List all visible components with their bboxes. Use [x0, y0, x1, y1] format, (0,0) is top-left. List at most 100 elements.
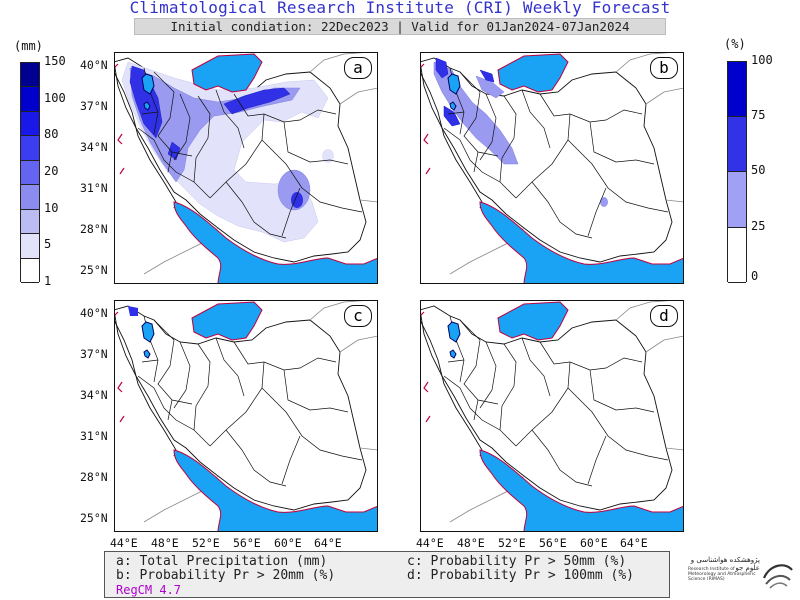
- persian-gulf: [479, 201, 684, 284]
- latitude-label: 31°N: [80, 181, 108, 195]
- logo-swirl-icon: [762, 564, 793, 589]
- lake-urmia: [143, 349, 151, 359]
- latitude-label: 37°N: [80, 347, 108, 361]
- legend-color-swatch: [728, 172, 746, 228]
- caspian-sea: [497, 53, 569, 93]
- caspian-sea: [497, 301, 569, 341]
- neighbor-borders: [449, 52, 684, 275]
- legend-color-swatch: [21, 185, 39, 210]
- prob20-area-southeast: [600, 197, 608, 207]
- western-border: [420, 71, 483, 209]
- prob-legend: [727, 61, 747, 283]
- legend-color-swatch: [21, 111, 39, 137]
- province-boundaries: [137, 67, 363, 239]
- longitude-label: 60°E: [274, 536, 302, 550]
- map-frame: [114, 300, 378, 532]
- legend-tick-label: 100: [751, 53, 773, 67]
- legend-color-swatch: [21, 136, 39, 161]
- map-panel-a: a: [114, 52, 378, 284]
- latitude-label: 40°N: [80, 306, 108, 320]
- prob20-area-high: [435, 57, 495, 127]
- legend-color-swatch: [728, 117, 746, 172]
- persian-gulf: [173, 201, 378, 284]
- legend-tick-label: 5: [44, 237, 52, 252]
- model-version: RegCM 4.7: [116, 583, 182, 597]
- legend-color-swatch: [728, 228, 746, 283]
- longitude-label: 56°E: [233, 536, 261, 550]
- logo-title: پژوهشکده هواشناسی و علوم جو: [690, 556, 760, 572]
- legend-color-swatch: [21, 258, 39, 283]
- caption-box: a: Total Precipitation (mm) b: Probabili…: [104, 551, 670, 598]
- caption-c: c: Probability Pr > 50mm (%): [407, 554, 627, 569]
- latitude-label: 25°N: [80, 511, 108, 525]
- legend-color-swatch: [21, 63, 39, 88]
- province-boundaries: [443, 315, 669, 487]
- longitude-label: 56°E: [539, 536, 567, 550]
- province-boundaries: [443, 67, 669, 239]
- prob-legend-unit: (%): [724, 37, 746, 51]
- latitude-label: 28°N: [80, 470, 108, 484]
- latitude-label: 25°N: [80, 263, 108, 277]
- longitude-label: 60°E: [580, 536, 608, 550]
- map-b-canvas: [420, 52, 684, 284]
- legend-tick-label: 20: [44, 164, 59, 178]
- lake-urmia: [447, 73, 461, 95]
- caption-b: b: Probability Pr > 20mm (%): [116, 568, 336, 583]
- lake-urmia: [449, 349, 457, 359]
- map-frame: [420, 52, 684, 284]
- caption-d: d: Probability Pr > 100mm (%): [407, 568, 634, 583]
- prob50-area-high: [128, 306, 138, 316]
- latitude-label: 28°N: [80, 222, 108, 236]
- legend-tick-label: 10: [44, 200, 59, 215]
- longitude-label: 52°E: [192, 536, 220, 550]
- map-d-canvas: [420, 300, 684, 532]
- western-border: [420, 319, 483, 457]
- iran-outline: [420, 57, 673, 263]
- longitude-label: 48°E: [457, 536, 485, 550]
- lake-urmia: [141, 73, 155, 95]
- province-boundaries: [137, 315, 363, 487]
- precip-legend-unit: (mm): [14, 39, 43, 53]
- longitude-label: 44°E: [110, 536, 138, 550]
- logo-subtitle: Research Institute of Meteorology and At…: [688, 567, 756, 582]
- legend-color-swatch: [21, 209, 39, 235]
- neighbor-borders: [449, 300, 684, 523]
- map-c-canvas: [114, 300, 378, 532]
- longitude-label: 48°E: [151, 536, 179, 550]
- map-frame: [420, 300, 684, 532]
- lake-urmia: [143, 101, 151, 111]
- precip-area-southeast-core: [291, 192, 303, 208]
- neighbor-borders: [143, 52, 378, 275]
- legend-tick-label: 1: [44, 274, 52, 288]
- latitude-label: 37°N: [80, 99, 108, 113]
- longitude-label: 52°E: [498, 536, 526, 550]
- legend-color-swatch: [21, 160, 39, 186]
- legend-tick-label: 0: [751, 269, 759, 283]
- legend-tick-label: 50: [751, 163, 766, 177]
- panel-letter-a: a: [344, 57, 372, 79]
- subtitle-box: Initial condiation: 22Dec2023 | Valid fo…: [134, 18, 666, 35]
- map-title: Climatological Research Institute (CRI) …: [129, 0, 671, 17]
- precip-area-east: [322, 149, 334, 163]
- latitude-label: 31°N: [80, 429, 108, 443]
- longitude-label: 44°E: [416, 536, 444, 550]
- panel-letter-c: c: [344, 305, 372, 327]
- panel-letter-d: d: [650, 305, 678, 327]
- legend-tick-label: 150: [44, 54, 66, 68]
- forecast-validity: Initial condiation: 22Dec2023 | Valid fo…: [170, 19, 630, 34]
- lake-urmia: [449, 101, 457, 111]
- legend-tick-label: 75: [751, 108, 766, 122]
- legend-tick-label: 100: [44, 90, 66, 105]
- legend-tick-label: 25: [751, 219, 766, 233]
- map-panel-c: c: [114, 300, 378, 532]
- legend-color-swatch: [21, 87, 39, 112]
- map-panel-d: d: [420, 300, 684, 532]
- longitude-label: 64°E: [314, 536, 342, 550]
- persian-gulf: [173, 449, 378, 532]
- persian-gulf: [479, 449, 684, 532]
- western-border: [114, 319, 177, 457]
- precip-legend: [20, 62, 40, 283]
- caspian-sea: [191, 301, 263, 341]
- rimas-logo: پژوهشکده هواشناسی و علوم جو Research Ins…: [688, 556, 796, 592]
- lake-urmia: [141, 321, 155, 343]
